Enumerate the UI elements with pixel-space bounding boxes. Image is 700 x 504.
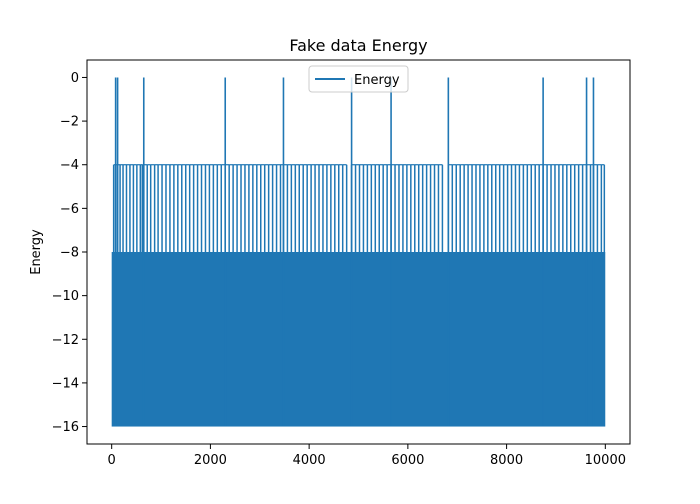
legend-label-energy: Energy	[354, 73, 400, 88]
x-tick-label-5: 10000	[585, 453, 626, 468]
y-axis: 0 −2 −4 −6 −8 −10 −12 −14 −16	[52, 71, 87, 435]
y-axis-label: Energy	[29, 229, 44, 275]
y-tick-label-3: −6	[60, 202, 79, 217]
energy-series-dense-band	[111, 252, 606, 427]
chart-title: Fake data Energy	[289, 36, 427, 55]
x-tick-label-0: 0	[108, 453, 116, 468]
y-tick-label-5: −10	[52, 289, 79, 304]
x-axis: 0 2000 4000 6000 8000 10000	[108, 444, 626, 468]
plot-area	[86, 59, 631, 445]
legend-box	[308, 65, 409, 93]
y-tick-label-4: −8	[60, 246, 79, 261]
y-tick-label-7: −14	[52, 376, 79, 391]
y-tick-label-6: −12	[52, 333, 79, 348]
y-tick-label-2: −4	[60, 158, 79, 173]
x-tick-label-4: 8000	[490, 453, 523, 468]
y-tick-label-1: −2	[60, 115, 79, 130]
y-tick-label-0: 0	[71, 71, 79, 86]
series-layer	[111, 77, 606, 427]
y-tick-label-8: −16	[52, 420, 79, 435]
x-tick-label-1: 2000	[194, 453, 227, 468]
legend: Energy	[308, 65, 409, 93]
x-tick-label-2: 4000	[293, 453, 326, 468]
x-tick-label-3: 6000	[391, 453, 424, 468]
